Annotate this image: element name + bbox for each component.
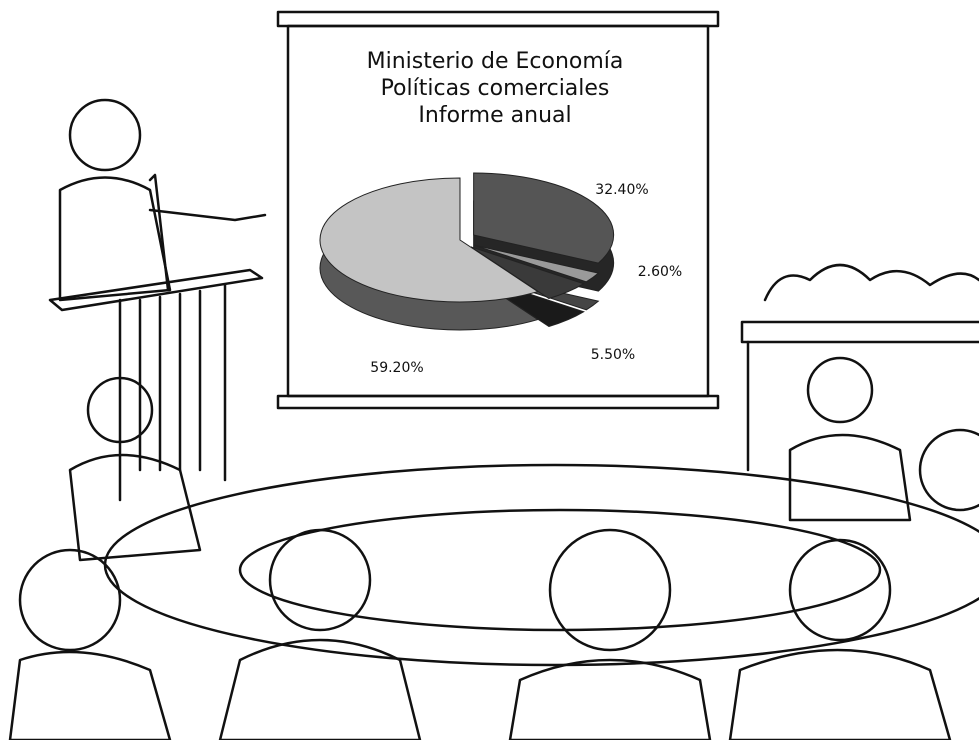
podium <box>50 270 262 500</box>
screen-roller <box>278 12 718 26</box>
table <box>105 465 979 665</box>
cabinet <box>742 265 979 470</box>
chart-title: Informe anual <box>418 103 571 128</box>
page: Ministerio de Economía Políticas comerci… <box>0 0 979 740</box>
screen-bar <box>278 396 718 408</box>
speaker <box>60 100 265 300</box>
value-label: 2.60% <box>638 264 682 280</box>
people <box>10 358 979 740</box>
chart-title: Políticas comerciales <box>381 76 610 101</box>
value-label: 32.40% <box>595 182 648 198</box>
pie-chart: 32.40% 2.60% 5.50% 59.20% <box>320 173 682 376</box>
value-label: 5.50% <box>591 347 635 363</box>
chart-title: Ministerio de Economía <box>367 49 624 74</box>
value-label: 59.20% <box>370 360 423 376</box>
illustration: Ministerio de Economía Políticas comerci… <box>0 0 979 740</box>
